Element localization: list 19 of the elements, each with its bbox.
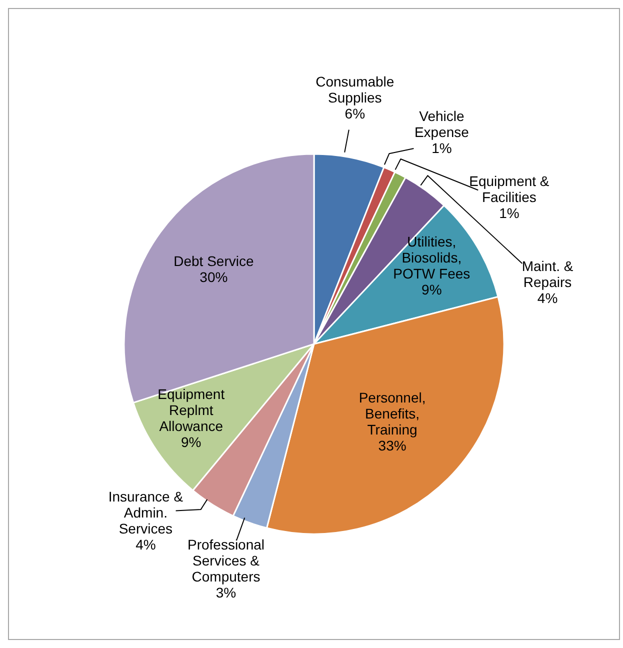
slice-label: Equipment & Facilities: [469, 172, 550, 204]
slice-label: Insurance & Admin. Services: [108, 488, 184, 536]
data-label: 9%: [422, 281, 442, 298]
data-label: 3%: [216, 584, 236, 600]
slice-label: Consumable Supplies: [316, 73, 394, 106]
data-label: 9%: [181, 434, 202, 450]
slice-label: Equipment Replmt Allowance: [158, 386, 225, 434]
data-label: 1%: [499, 204, 520, 220]
slice-label: Debt Service: [174, 252, 254, 268]
slice-label: Maint. & Repairs: [522, 258, 574, 290]
slice-label: Personnel, Benefits, Training: [358, 389, 426, 437]
data-label: 30%: [200, 268, 228, 284]
data-label: 33%: [378, 437, 406, 453]
data-label: 1%: [432, 140, 452, 156]
data-label: 4%: [136, 536, 156, 552]
slice-label: Professional Services & Computers: [187, 536, 265, 584]
data-label: 6%: [344, 105, 366, 122]
data-label: 4%: [537, 290, 558, 306]
slice-label: Vehicle Expense: [414, 108, 470, 140]
